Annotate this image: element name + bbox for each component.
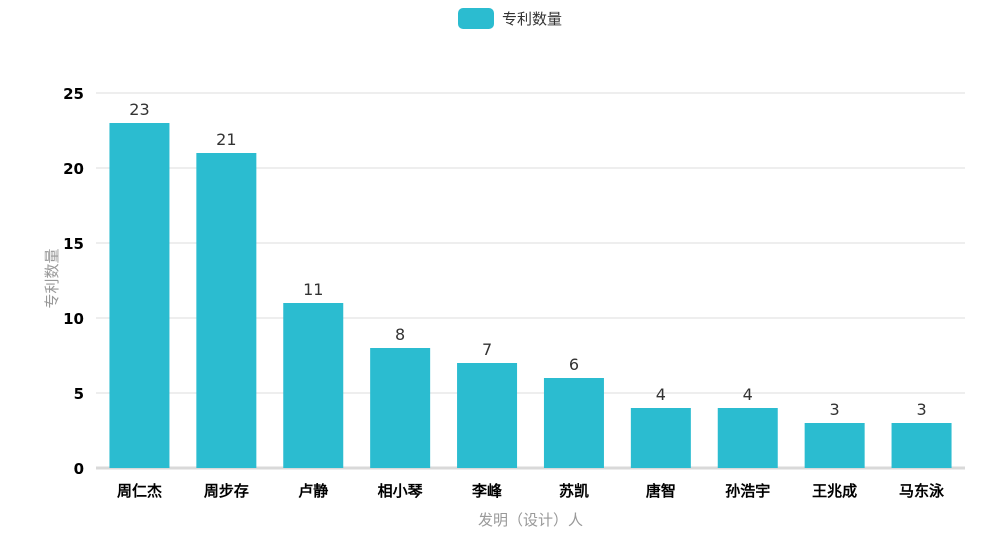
bar-value-label: 7 [482,340,492,359]
x-tick-label: 唐智 [646,482,676,500]
x-tick-label: 周仁杰 [117,482,162,500]
bar[interactable] [109,123,170,468]
bar-value-label: 3 [830,400,840,419]
y-tick-labels: 0 5 10 15 20 25 [63,85,84,478]
bar[interactable] [370,348,431,468]
bar-value-label: 21 [216,130,236,149]
x-tick-label: 周步存 [204,482,249,500]
bar[interactable] [196,153,257,468]
bar-value-label: 11 [303,280,323,299]
x-tick-label: 马东泳 [899,482,945,500]
legend-label: 专利数量 [502,10,563,28]
bar-value-label: 23 [129,100,149,119]
legend[interactable]: 专利数量 [458,8,562,29]
y-tick-label: 20 [63,160,84,178]
bars [109,123,952,468]
bar[interactable] [457,363,518,468]
y-tick-label: 5 [74,385,84,403]
x-tick-label: 孙浩宇 [725,482,770,500]
x-tick-label: 王兆成 [812,482,857,500]
bar-value-label: 4 [656,385,666,404]
y-tick-label: 25 [63,85,84,103]
y-axis-title: 专利数量 [43,248,61,308]
bar[interactable] [543,378,604,468]
x-tick-labels: 周仁杰 周步存 卢静 相小琴 李峰 苏凯 唐智 孙浩宇 王兆成 马东泳 [117,482,945,500]
x-tick-label: 苏凯 [559,482,589,500]
x-tick-label: 卢静 [298,482,328,500]
value-labels: 23 21 11 8 7 6 4 4 3 3 [129,100,926,419]
bar[interactable] [283,303,344,468]
x-tick-label: 相小琴 [378,482,424,500]
bar[interactable] [630,408,691,468]
bar[interactable] [891,423,952,468]
bar-value-label: 3 [916,400,926,419]
y-tick-label: 0 [74,460,84,478]
x-axis-title: 发明（设计）人 [478,511,583,529]
bar-value-label: 8 [395,325,405,344]
x-tick-label: 李峰 [471,482,503,500]
legend-swatch [458,8,494,29]
bar-value-label: 6 [569,355,579,374]
y-tick-label: 10 [63,310,84,328]
bar-value-label: 4 [743,385,753,404]
bar[interactable] [804,423,865,468]
y-tick-label: 15 [63,235,84,253]
bar[interactable] [717,408,778,468]
